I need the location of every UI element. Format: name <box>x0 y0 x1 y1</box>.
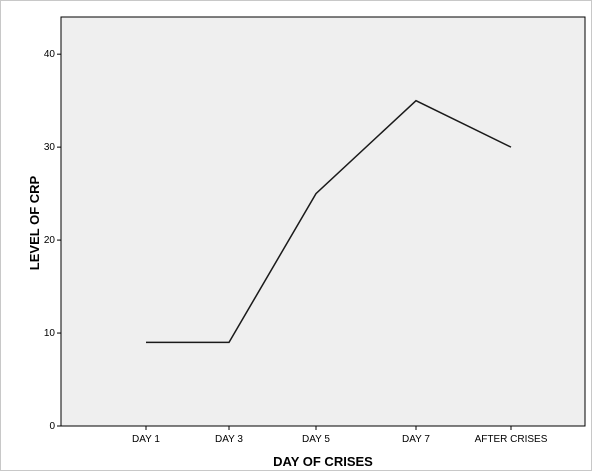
series-layer <box>146 99 512 344</box>
y-tick-label: 30 <box>44 142 56 153</box>
x-tick-label: DAY 3 <box>215 434 243 445</box>
y-tick-label: 20 <box>44 235 56 246</box>
x-tick-label: DAY 5 <box>302 434 330 445</box>
y-tick-label: 40 <box>44 49 56 60</box>
x-tick-label: AFTER CRISES <box>475 434 548 445</box>
x-axis: DAY 1 DAY 3 DAY 5 DAY 7 AFTER CRISES <box>132 426 548 445</box>
x-tick-label: DAY 7 <box>402 434 430 445</box>
series-line <box>146 99 512 344</box>
plot-area <box>60 16 586 427</box>
y-axis: 0 10 20 30 40 <box>44 49 61 432</box>
y-tick-label: 10 <box>44 328 56 339</box>
y-axis-title: LEVEL OF CRP <box>27 175 42 270</box>
x-axis-title: DAY OF CRISES <box>273 454 373 469</box>
y-tick-label: 0 <box>49 421 55 432</box>
x-tick-label: DAY 1 <box>132 434 160 445</box>
